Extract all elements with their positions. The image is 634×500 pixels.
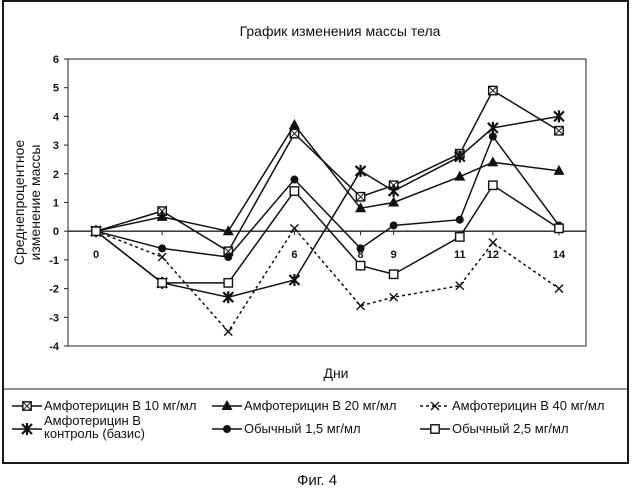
y-axis-label-line: Среднепроцентное	[11, 140, 27, 266]
data-point	[389, 185, 399, 197]
data-point	[356, 165, 366, 177]
legend-item: Обычный 1,5 мг/мл	[212, 421, 361, 436]
y-tick-label: 6	[53, 54, 59, 66]
plot-area-border	[68, 59, 586, 346]
legend-item: Амфотерицин В 40 мг/мл	[420, 398, 604, 413]
x-tick-label: 11	[454, 249, 466, 261]
plot-series	[91, 86, 565, 335]
y-tick-label: -3	[49, 312, 59, 324]
x-tick-label: 12	[487, 249, 499, 261]
y-axis-label-line: изменение массы	[27, 145, 43, 261]
data-point	[487, 156, 498, 166]
data-point	[222, 400, 233, 410]
legend-label: Амфотерицин В 20 мг/мл	[244, 398, 396, 413]
legend-item: Амфотерицин В 20 мг/мл	[212, 398, 396, 413]
data-point	[489, 181, 497, 189]
data-point	[290, 176, 298, 184]
y-axis-label: Среднепроцентноеизменение массы	[11, 140, 43, 266]
x-tick-label: 14	[553, 249, 566, 261]
x-tick-label: 0	[93, 249, 99, 261]
data-point	[289, 274, 299, 286]
data-point	[555, 224, 563, 232]
legend-label: контроль (базис)	[44, 426, 145, 441]
legend-item: Амфотерицин В 10 мг/мл	[12, 398, 196, 413]
y-tick-label: 5	[53, 83, 59, 95]
legend-item: Амфотерицин Вконтроль (базис)	[12, 413, 145, 441]
data-point	[456, 233, 464, 241]
data-point	[290, 187, 298, 195]
data-point	[456, 216, 464, 224]
data-point	[224, 328, 232, 336]
data-point	[223, 425, 231, 433]
legend-label: Амфотерицин В 10 мг/мл	[44, 398, 196, 413]
series-1	[92, 86, 563, 255]
data-point	[489, 132, 497, 140]
legend-label: Амфотерицин В 40 мг/мл	[452, 398, 604, 413]
series-line	[96, 91, 559, 252]
y-tick-label: -4	[49, 341, 60, 353]
y-tick-label: -1	[49, 255, 59, 267]
y-tick-label: 2	[53, 169, 59, 181]
data-point	[289, 119, 300, 129]
data-point	[356, 261, 364, 269]
y-tick-label: 1	[53, 198, 59, 210]
x-tick-label: 9	[391, 249, 397, 261]
legend: Амфотерицин В 10 мг/мл Амфотерицин В 20 м…	[4, 389, 627, 441]
data-point	[431, 425, 439, 433]
legend-label: Обычный 2,5 мг/мл	[452, 421, 569, 436]
body-mass-change-chart: График изменения массы тела Среднепроцен…	[0, 0, 634, 470]
y-tick-label: 0	[53, 226, 59, 238]
data-point	[158, 244, 166, 252]
data-point	[389, 270, 397, 278]
data-point	[92, 227, 100, 235]
chart-title: График изменения массы тела	[240, 23, 441, 39]
data-point	[224, 253, 232, 261]
x-tick-label: 6	[291, 249, 297, 261]
y-tick-label: -2	[49, 284, 59, 296]
x-axis-label: Дни	[323, 365, 348, 381]
figure-caption: Фиг. 4	[0, 472, 634, 489]
data-point	[158, 279, 166, 287]
data-point	[390, 221, 398, 229]
data-point	[489, 239, 497, 247]
data-point	[158, 253, 166, 261]
legend-label: Обычный 1,5 мг/мл	[244, 421, 361, 436]
data-point	[224, 279, 232, 287]
y-tick-label: 4	[53, 111, 60, 123]
data-point	[555, 285, 563, 293]
legend-item: Обычный 2,5 мг/мл	[420, 421, 569, 436]
data-point	[357, 244, 365, 252]
y-tick-label: 3	[53, 140, 59, 152]
series-line	[96, 185, 559, 283]
